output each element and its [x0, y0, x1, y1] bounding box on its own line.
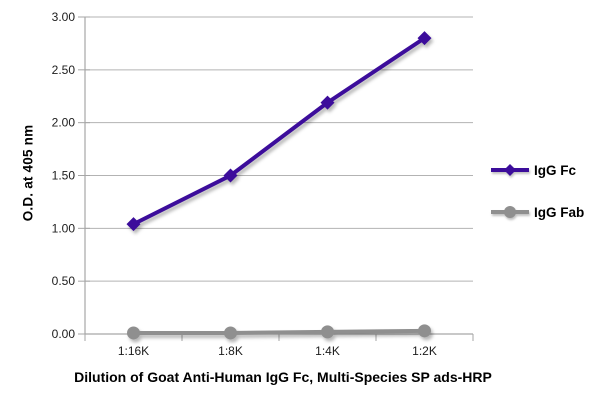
gridlines	[85, 16, 473, 282]
legend: IgG Fc IgG Fab	[489, 0, 600, 407]
igg-fc-diamond-marker-icon	[489, 162, 531, 178]
igg-fab-circle-marker-icon	[489, 204, 531, 220]
y-tick-label: 2.00	[52, 116, 76, 130]
x-tick-label: 1:16K	[118, 344, 149, 358]
data-point-diamond	[320, 95, 335, 110]
x-tick-label: 1:8K	[218, 344, 243, 358]
x-tick-label: 1:4K	[315, 344, 340, 358]
series-igg-fc	[126, 31, 432, 232]
legend-label-igg-fab: IgG Fab	[534, 204, 585, 220]
data-point-diamond	[417, 31, 432, 46]
data-point-circle	[418, 324, 431, 338]
legend-label-igg-fc: IgG Fc	[534, 162, 577, 178]
y-tick-label: 1.50	[52, 169, 76, 183]
data-point-circle	[127, 326, 140, 340]
data-point-circle	[224, 326, 237, 340]
legend-item-igg-fab: IgG Fab	[489, 204, 584, 220]
y-axis-ticks: 0.00 0.50 1.00 1.50 2.00 2.50 3.00	[52, 10, 90, 341]
y-tick-label: 1.00	[52, 221, 76, 235]
x-axis-ticks: 1:16K 1:8K 1:4K 1:2K	[84, 334, 474, 358]
legend-item-igg-fc: IgG Fc	[489, 162, 576, 178]
y-tick-label: 0.00	[52, 327, 76, 341]
data-point-circle	[321, 325, 334, 339]
x-axis-title: Dilution of Goat Anti-Human IgG Fc, Mult…	[74, 369, 492, 385]
x-tick-label: 1:2K	[412, 344, 437, 358]
data-point-diamond	[223, 168, 238, 183]
y-tick-label: 0.50	[52, 274, 76, 288]
data-point-diamond	[126, 217, 141, 232]
y-tick-label: 3.00	[52, 10, 76, 24]
series-igg-fab	[127, 324, 431, 340]
y-tick-label: 2.50	[52, 63, 76, 77]
y-axis-title: O.D. at 405 nm	[20, 124, 36, 222]
